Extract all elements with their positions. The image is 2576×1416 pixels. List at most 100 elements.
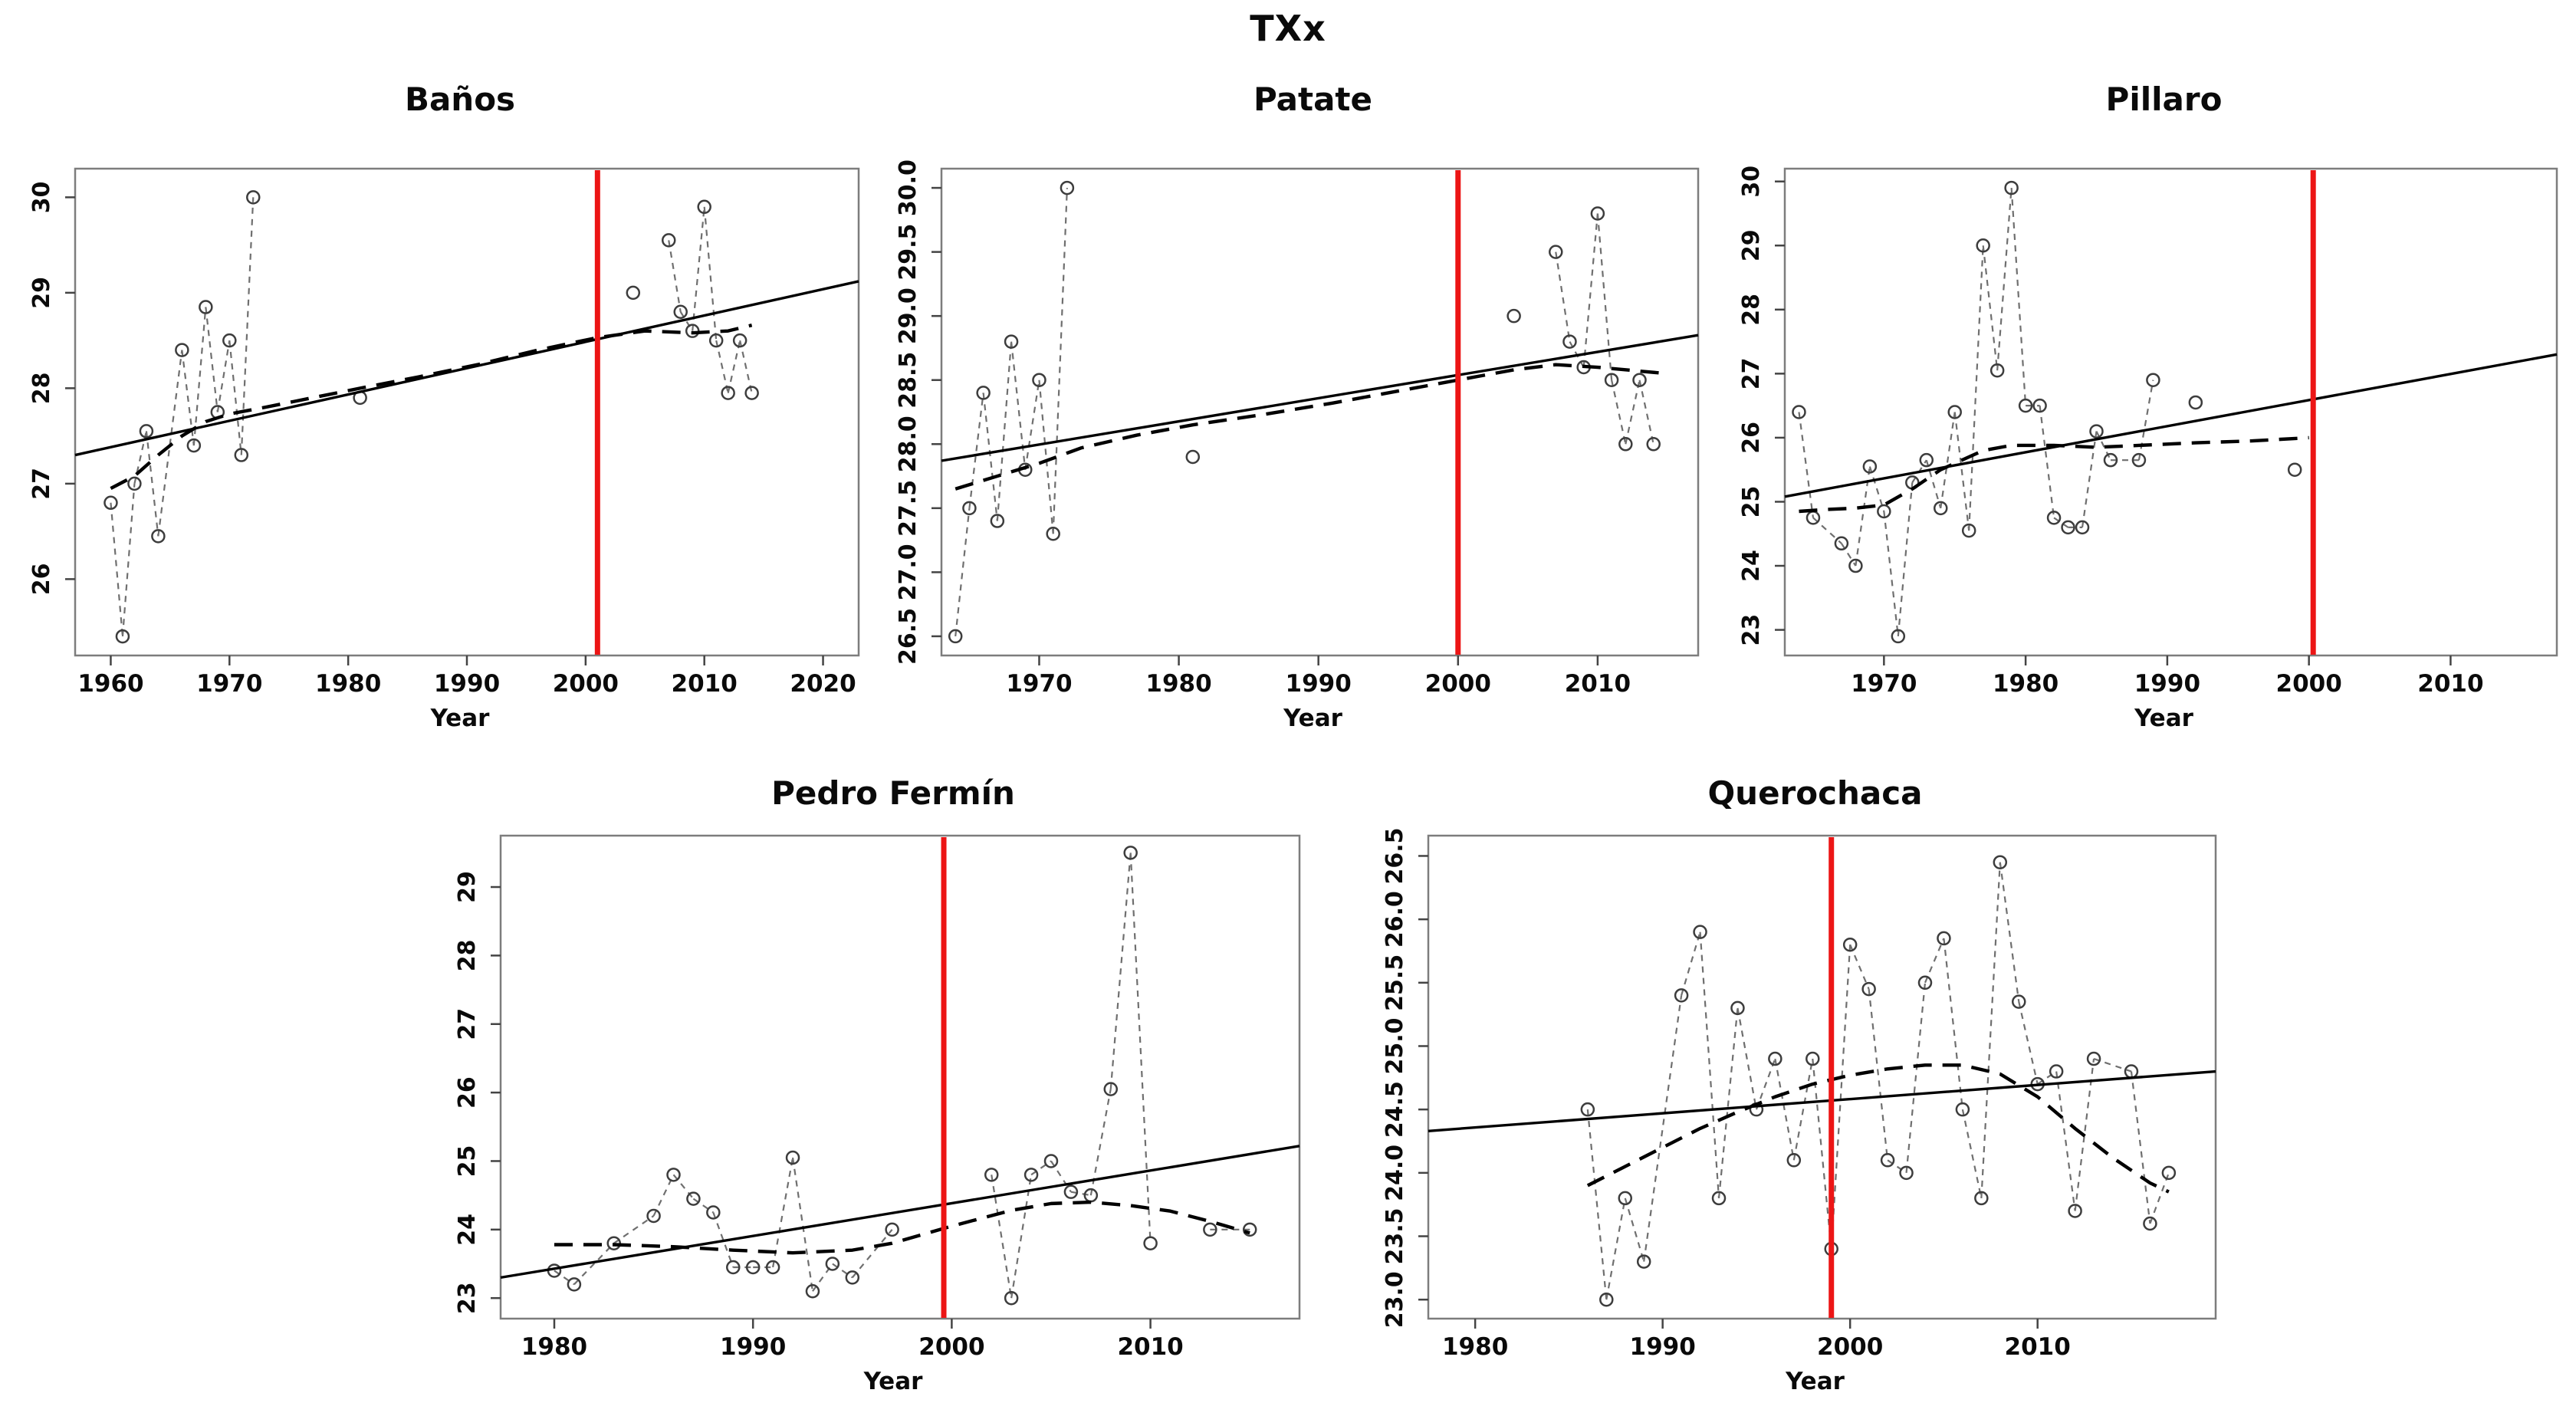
x-axis: 1980 1990 2000 2010 bbox=[1442, 1319, 2071, 1361]
chart-banos: Baños 1960 1970 1980 1990 2000 2010 2020 26 27 28… bbox=[15, 73, 874, 747]
plot-canvas-pedro-fermin: 1980 1990 2000 2010 23 24 25 26 27 28 29 bbox=[454, 834, 1301, 1361]
y-axis: 26.5 27.0 27.5 28.0 28.5 29.0 29.5 30.0 bbox=[895, 159, 941, 665]
series-segment bbox=[192, 307, 207, 446]
data-point bbox=[1562, 334, 1577, 349]
data-point bbox=[1004, 1290, 1019, 1306]
y-tick-label: 25 bbox=[1738, 486, 1765, 518]
series-segment bbox=[1699, 931, 1720, 1198]
y-axis: 26 27 28 29 30 bbox=[28, 181, 75, 595]
series-segment bbox=[157, 350, 183, 537]
data-point bbox=[2018, 398, 2033, 413]
series-segment bbox=[554, 1270, 575, 1286]
data-point bbox=[2131, 452, 2147, 468]
series-segment bbox=[1643, 995, 1683, 1262]
series-segment bbox=[991, 1175, 1013, 1299]
data-point bbox=[1060, 180, 1075, 195]
data-point bbox=[234, 448, 249, 462]
data-point bbox=[1848, 558, 1863, 573]
chart-pedro-fermin: Pedro Fermín 1980 1990 2000 2010 23 24 25 26 27 2… bbox=[441, 767, 1315, 1414]
series-segment bbox=[1982, 245, 1999, 371]
x-tick-label: 1960 bbox=[77, 670, 143, 698]
x-tick-label: 2010 bbox=[2005, 1333, 2071, 1361]
trend-line bbox=[941, 333, 1699, 462]
series-segment bbox=[968, 393, 984, 508]
data-point bbox=[626, 285, 641, 301]
data-point bbox=[2068, 1204, 2082, 1218]
series-segment bbox=[2018, 1001, 2039, 1085]
series-segment bbox=[1109, 853, 1132, 1089]
y-tick-label: 24 bbox=[454, 1214, 481, 1246]
y-tick-label: 27 bbox=[28, 468, 55, 500]
x-tick-label: 2000 bbox=[1817, 1333, 1883, 1361]
y-axis: 23 24 25 26 27 28 29 30 bbox=[1738, 166, 1785, 646]
series-segment bbox=[145, 431, 159, 537]
data-point bbox=[1862, 459, 1878, 474]
series-segment bbox=[1555, 251, 1571, 342]
data-point bbox=[1974, 1191, 1989, 1206]
data-point bbox=[2004, 180, 2019, 195]
series-segment bbox=[2074, 1058, 2095, 1211]
x-axis-title-pillaro: Year bbox=[2134, 705, 2193, 732]
x-axis-title-banos: Year bbox=[430, 705, 490, 732]
series-line bbox=[110, 197, 753, 637]
lowess-line bbox=[1799, 435, 2309, 514]
y-tick-label: 27.5 bbox=[895, 480, 922, 537]
data-point bbox=[1792, 405, 1806, 419]
series-segment bbox=[1586, 1109, 1608, 1300]
data-point bbox=[2032, 398, 2047, 413]
data-point bbox=[2089, 424, 2104, 439]
series-segment bbox=[2149, 1172, 2170, 1224]
data-point bbox=[1580, 1102, 1595, 1117]
series-segment bbox=[996, 341, 1013, 521]
data-point bbox=[1004, 334, 1019, 349]
series-segment bbox=[1605, 1198, 1626, 1300]
plot-box bbox=[1427, 834, 2217, 1320]
series-segment bbox=[851, 1229, 893, 1279]
x-tick-label: 1980 bbox=[521, 1333, 587, 1361]
series-segment bbox=[1798, 412, 1815, 518]
series-segment bbox=[2081, 431, 2098, 528]
series-segment bbox=[1792, 1058, 1814, 1161]
data-point bbox=[1506, 308, 1521, 324]
data-points bbox=[547, 846, 1257, 1306]
series-segment bbox=[216, 340, 231, 412]
series-segment bbox=[1774, 1058, 1795, 1161]
series-segment bbox=[1129, 853, 1152, 1244]
data-point bbox=[2086, 1051, 2101, 1066]
data-point bbox=[2287, 462, 2302, 477]
series-segment bbox=[692, 1198, 714, 1214]
data-point bbox=[186, 438, 202, 453]
y-tick-label: 26.0 bbox=[1382, 891, 1408, 948]
series-segment bbox=[715, 340, 729, 393]
series-segment bbox=[812, 1263, 833, 1292]
y-tick-label: 29 bbox=[454, 871, 481, 903]
data-point bbox=[1024, 1168, 1039, 1182]
data-point bbox=[1618, 437, 1633, 452]
x-tick-label: 1990 bbox=[2134, 670, 2200, 698]
series-segment bbox=[703, 206, 718, 341]
plot-box bbox=[1783, 167, 2558, 657]
series-segment bbox=[955, 508, 971, 637]
series-segment bbox=[1943, 938, 1963, 1110]
series-segment bbox=[1868, 466, 1885, 512]
x-tick-label: 2010 bbox=[672, 670, 738, 698]
data-point bbox=[1919, 452, 1934, 468]
data-point bbox=[151, 529, 166, 544]
series-segment bbox=[2130, 1071, 2151, 1224]
y-tick-label: 26.5 bbox=[1382, 827, 1408, 884]
x-tick-label: 2000 bbox=[918, 1333, 984, 1361]
data-point bbox=[1947, 405, 1962, 419]
x-axis: 1970 1980 1990 2000 2010 bbox=[1851, 655, 2484, 698]
chart-querochaca: Querochaca 1980 1990 2000 2010 23.0 23.5 24.0 2… bbox=[1368, 767, 2231, 1414]
data-points bbox=[104, 190, 759, 644]
x-axis: 1960 1970 1980 1990 2000 2010 2020 bbox=[77, 655, 856, 698]
series-segment bbox=[573, 1242, 615, 1286]
data-point bbox=[2075, 520, 2090, 535]
y-tick-label: 26 bbox=[454, 1076, 481, 1109]
data-point bbox=[1674, 988, 1689, 1003]
lowess-line bbox=[955, 363, 1668, 491]
y-tick-label: 30.0 bbox=[895, 159, 922, 216]
data-point bbox=[175, 343, 189, 357]
series-segment bbox=[679, 311, 694, 332]
series-segment bbox=[652, 1174, 675, 1217]
